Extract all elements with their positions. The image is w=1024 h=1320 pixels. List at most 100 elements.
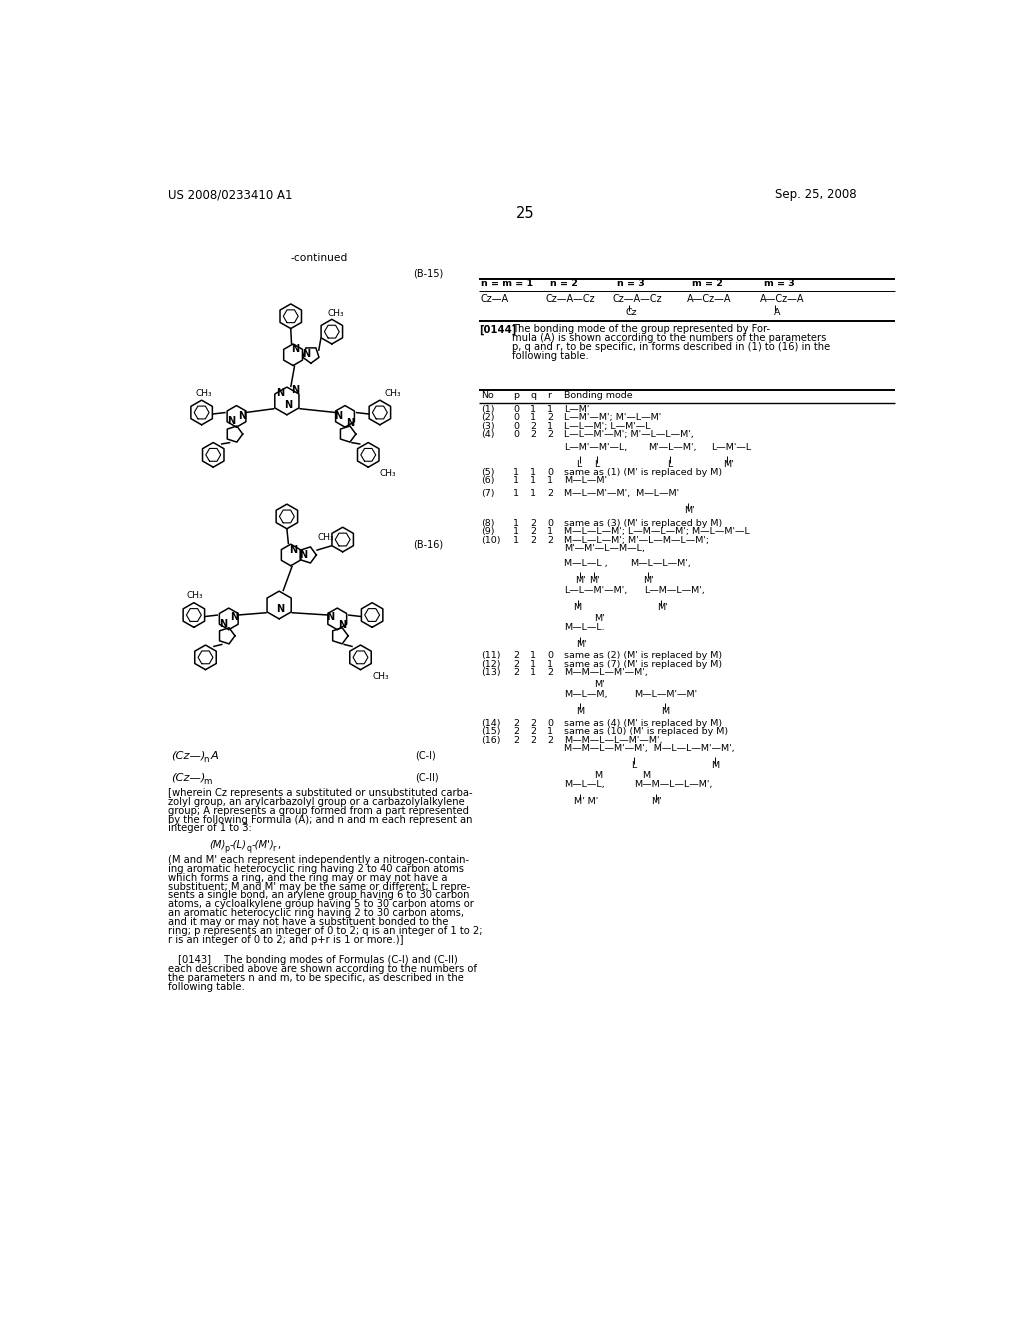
Text: M—M—L—L—M',: M—M—L—L—M',: [634, 780, 713, 789]
Text: the parameters n and m, to be specific, as described in the: the parameters n and m, to be specific, …: [168, 973, 464, 983]
Text: 2: 2: [547, 430, 553, 440]
Text: n: n: [203, 755, 209, 764]
Text: zolyl group, an arylcarbazolyl group or a carbazolylalkylene: zolyl group, an arylcarbazolyl group or …: [168, 797, 465, 807]
Text: M—L—M,: M—L—M,: [564, 689, 608, 698]
Text: following table.: following table.: [512, 351, 589, 360]
Text: 1: 1: [530, 668, 537, 677]
Text: atoms, a cycloalkylene group having 5 to 30 carbon atoms or: atoms, a cycloalkylene group having 5 to…: [168, 899, 474, 909]
Text: CH₃: CH₃: [380, 470, 396, 478]
Text: M: M: [573, 603, 582, 612]
Text: M': M': [594, 614, 604, 623]
Text: 0: 0: [547, 651, 553, 660]
Text: an aromatic heterocyclic ring having 2 to 30 carbon atoms,: an aromatic heterocyclic ring having 2 t…: [168, 908, 464, 919]
Text: 1: 1: [547, 405, 553, 413]
Text: N: N: [346, 417, 354, 428]
Text: N: N: [238, 411, 246, 421]
Text: M—M—L—M'—M',: M—M—L—M'—M',: [564, 668, 648, 677]
Text: A—Cz—A: A—Cz—A: [687, 293, 731, 304]
Text: r: r: [272, 843, 275, 853]
Text: (13): (13): [480, 668, 501, 677]
Text: 1: 1: [547, 727, 553, 737]
Text: [0144]: [0144]: [479, 325, 516, 335]
Text: M: M: [642, 771, 650, 780]
Text: A: A: [211, 751, 219, 762]
Text: M—M—L—L—M'—M',: M—M—L—L—M'—M',: [564, 735, 663, 744]
Text: (15): (15): [480, 727, 500, 737]
Text: N: N: [276, 605, 284, 614]
Text: 2: 2: [513, 660, 519, 669]
Text: (8): (8): [480, 519, 495, 528]
Text: M: M: [662, 706, 670, 715]
Text: 2: 2: [530, 519, 537, 528]
Text: 2: 2: [530, 536, 537, 545]
Text: (M): (M): [209, 840, 225, 850]
Text: 1: 1: [530, 405, 537, 413]
Text: N: N: [219, 619, 227, 628]
Text: 2: 2: [547, 668, 553, 677]
Text: CH₃: CH₃: [328, 309, 344, 318]
Text: 2: 2: [547, 536, 553, 545]
Text: N: N: [227, 416, 236, 426]
Text: US 2008/0233410 A1: US 2008/0233410 A1: [168, 189, 293, 202]
Text: (6): (6): [480, 477, 495, 486]
Text: M—L—L ,: M—L—L ,: [564, 558, 608, 568]
Text: Cz—A—Cz: Cz—A—Cz: [546, 293, 595, 304]
Text: ,: ,: [278, 840, 281, 850]
Text: (5): (5): [480, 467, 495, 477]
Text: M': M': [594, 680, 604, 689]
Text: group; A represents a group formed from a part represented: group; A represents a group formed from …: [168, 805, 469, 816]
Text: M—L—L—M',: M—L—L—M',: [630, 558, 691, 568]
Text: m = 2: m = 2: [692, 280, 723, 288]
Text: M: M: [575, 706, 584, 715]
Text: -(M'): -(M'): [252, 840, 274, 850]
Text: CH₃: CH₃: [196, 388, 212, 397]
Text: M': M': [684, 507, 695, 515]
Text: (C-II): (C-II): [415, 772, 438, 783]
Text: L—M—L—M',: L—M—L—M',: [644, 586, 705, 595]
Text: -(L): -(L): [229, 840, 247, 850]
Text: Cz—A—Cz: Cz—A—Cz: [612, 293, 662, 304]
Text: (3): (3): [480, 421, 495, 430]
Text: L—M'—M'—L,: L—M'—M'—L,: [564, 444, 628, 453]
Text: N: N: [230, 612, 239, 623]
Text: 0: 0: [513, 405, 519, 413]
Text: (C-I): (C-I): [415, 751, 435, 762]
Text: N: N: [334, 411, 342, 421]
Text: CH₃: CH₃: [317, 532, 335, 541]
Text: (12): (12): [480, 660, 500, 669]
Text: (9): (9): [480, 527, 495, 536]
Text: 2: 2: [530, 727, 537, 737]
Text: L—M'—L: L—M'—L: [712, 444, 752, 453]
Text: 2: 2: [530, 430, 537, 440]
Text: M' M': M' M': [573, 797, 598, 807]
Text: M': M': [643, 576, 654, 585]
Text: each described above are shown according to the numbers of: each described above are shown according…: [168, 964, 477, 974]
Text: ring; p represents an integer of 0 to 2; q is an integer of 1 to 2;: ring; p represents an integer of 0 to 2;…: [168, 925, 482, 936]
Text: following table.: following table.: [168, 982, 245, 991]
Text: 1: 1: [547, 421, 553, 430]
Text: (10): (10): [480, 536, 500, 545]
Text: M—L—M'—M',  M—L—M': M—L—M'—M', M—L—M': [564, 490, 680, 499]
Text: 1: 1: [547, 477, 553, 486]
Text: 2: 2: [513, 727, 519, 737]
Text: 1: 1: [513, 467, 519, 477]
Text: 0: 0: [513, 430, 519, 440]
Text: same as (10) (M' is replaced by M): same as (10) (M' is replaced by M): [564, 727, 728, 737]
Text: 2: 2: [547, 413, 553, 422]
Text: r is an integer of 0 to 2; and p+r is 1 or more.)]: r is an integer of 0 to 2; and p+r is 1 …: [168, 935, 403, 945]
Text: L—M': L—M': [564, 405, 590, 413]
Text: (16): (16): [480, 735, 500, 744]
Text: same as (3) (M' is replaced by M): same as (3) (M' is replaced by M): [564, 519, 723, 528]
Text: The bonding mode of the group represented by For-: The bonding mode of the group represente…: [512, 325, 770, 334]
Text: 2: 2: [530, 719, 537, 727]
Text: 2: 2: [530, 735, 537, 744]
Text: M—L—M': M—L—M': [564, 477, 607, 486]
Text: 2: 2: [530, 421, 537, 430]
Text: A: A: [773, 308, 780, 317]
Text: r: r: [547, 391, 551, 400]
Text: M: M: [594, 771, 602, 780]
Text: 1: 1: [513, 519, 519, 528]
Text: N: N: [289, 545, 297, 556]
Text: 25: 25: [515, 206, 535, 222]
Text: (M and M' each represent independently a nitrogen-contain-: (M and M' each represent independently a…: [168, 855, 469, 865]
